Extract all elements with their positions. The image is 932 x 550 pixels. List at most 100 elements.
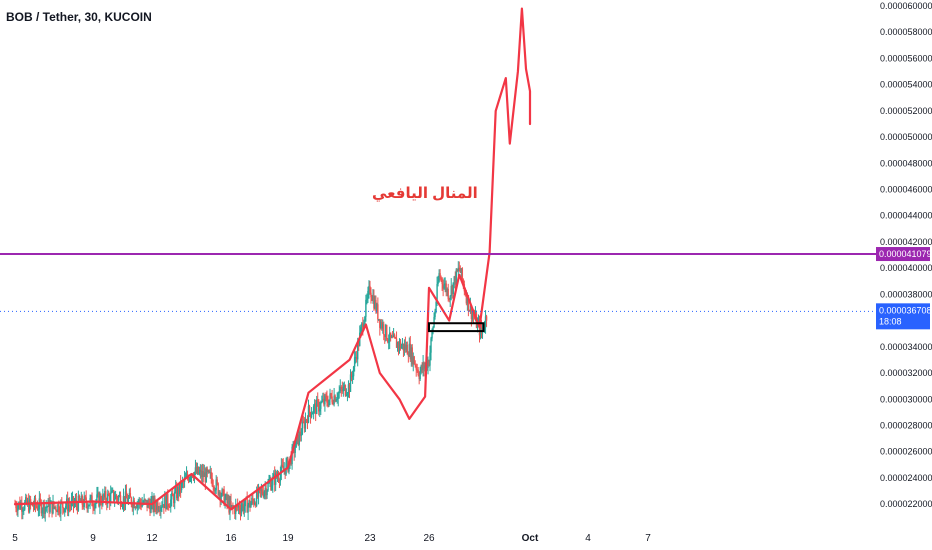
y-tick-label: 0.000048000 [880, 158, 932, 168]
candle-body [303, 421, 306, 429]
x-tick-label: 5 [12, 533, 18, 544]
candle-body [53, 501, 55, 507]
candle-body [392, 334, 395, 338]
candle-body [224, 498, 226, 506]
candle-body [422, 362, 424, 371]
candle-body [405, 344, 408, 350]
overlay-layer [0, 253, 876, 333]
candle-body [241, 504, 244, 509]
candle-body [199, 469, 202, 472]
candle-body [459, 268, 462, 273]
y-tick-label: 0.000056000 [880, 53, 932, 63]
candle-body [325, 395, 327, 398]
candle-body [244, 498, 246, 507]
candle-body [414, 364, 416, 366]
candle-body [87, 506, 89, 509]
candle-body [372, 295, 374, 301]
candle-body [128, 493, 131, 498]
candle-body [227, 500, 229, 503]
candle-body [195, 467, 198, 473]
candle-body [84, 496, 86, 498]
candle-body [351, 376, 354, 378]
candle-body [277, 476, 280, 481]
candle-body [213, 486, 215, 491]
candle-body [182, 481, 185, 483]
candle-body [404, 344, 407, 350]
candle-body [55, 506, 57, 511]
candle-body [352, 366, 355, 377]
candle-body [155, 506, 157, 510]
candle-body [446, 288, 448, 293]
candle-body [444, 283, 446, 286]
candle-body [188, 478, 191, 482]
candle-body [455, 269, 457, 285]
candle-body [253, 500, 255, 505]
candle-body [250, 503, 252, 508]
candle-body [93, 507, 95, 509]
candle-body [320, 402, 322, 409]
candle-body [64, 508, 66, 513]
candle-body [304, 419, 307, 429]
candle-body [102, 494, 104, 505]
candle-body [52, 501, 54, 514]
candle-body [57, 504, 59, 513]
y-tick-label: 0.000054000 [880, 80, 932, 90]
candle-body [390, 336, 393, 338]
candle-body [139, 499, 141, 504]
candle-body [386, 325, 388, 340]
candle-body [164, 496, 166, 509]
candle-body [373, 295, 375, 309]
candle-body [210, 472, 212, 479]
candle-body [454, 276, 456, 285]
candle-body [97, 493, 99, 495]
candle-body [236, 504, 239, 508]
candle-body [243, 506, 245, 512]
candle-body [151, 498, 153, 503]
candle-body [127, 497, 130, 503]
candle-body [480, 325, 483, 334]
candle-body [419, 371, 421, 380]
candle-body [29, 499, 32, 504]
candle-body [255, 490, 258, 506]
candle-body [205, 468, 208, 483]
candle-body [472, 314, 475, 317]
candle-body [415, 365, 417, 370]
candle-body [37, 509, 40, 511]
candle-body [380, 322, 382, 328]
x-tick-label: 4 [585, 533, 591, 544]
candle-body [223, 489, 225, 506]
candle-body [222, 489, 224, 491]
candle-body [72, 496, 75, 506]
candle-body [114, 495, 117, 500]
candle-body [260, 489, 263, 491]
candle-body [378, 319, 380, 321]
candle-body [171, 493, 173, 500]
candle-body [388, 332, 391, 342]
candle-body [16, 508, 18, 511]
resistance-price-label: 0.000041079 [879, 249, 932, 259]
candle-body [173, 496, 175, 504]
candle-body [247, 505, 249, 513]
candle-body [111, 490, 114, 492]
candle-body [167, 493, 169, 506]
candle-body [117, 496, 120, 501]
candle-body [270, 481, 272, 490]
candle-body [121, 505, 124, 507]
candle-body [201, 471, 204, 477]
candle-body [162, 504, 164, 507]
candle-body [467, 295, 470, 311]
candle-body [339, 386, 341, 392]
candle-body [98, 493, 100, 507]
candle-body [126, 498, 129, 503]
candle-body [355, 356, 358, 360]
candle-body [436, 284, 438, 302]
candle-body [420, 365, 422, 372]
candle-body [314, 403, 317, 415]
candle-body [457, 267, 459, 272]
candle-body [185, 474, 188, 478]
candle-body [100, 496, 102, 503]
candle-body [271, 485, 273, 490]
y-tick-label: 0.000042000 [880, 237, 932, 247]
